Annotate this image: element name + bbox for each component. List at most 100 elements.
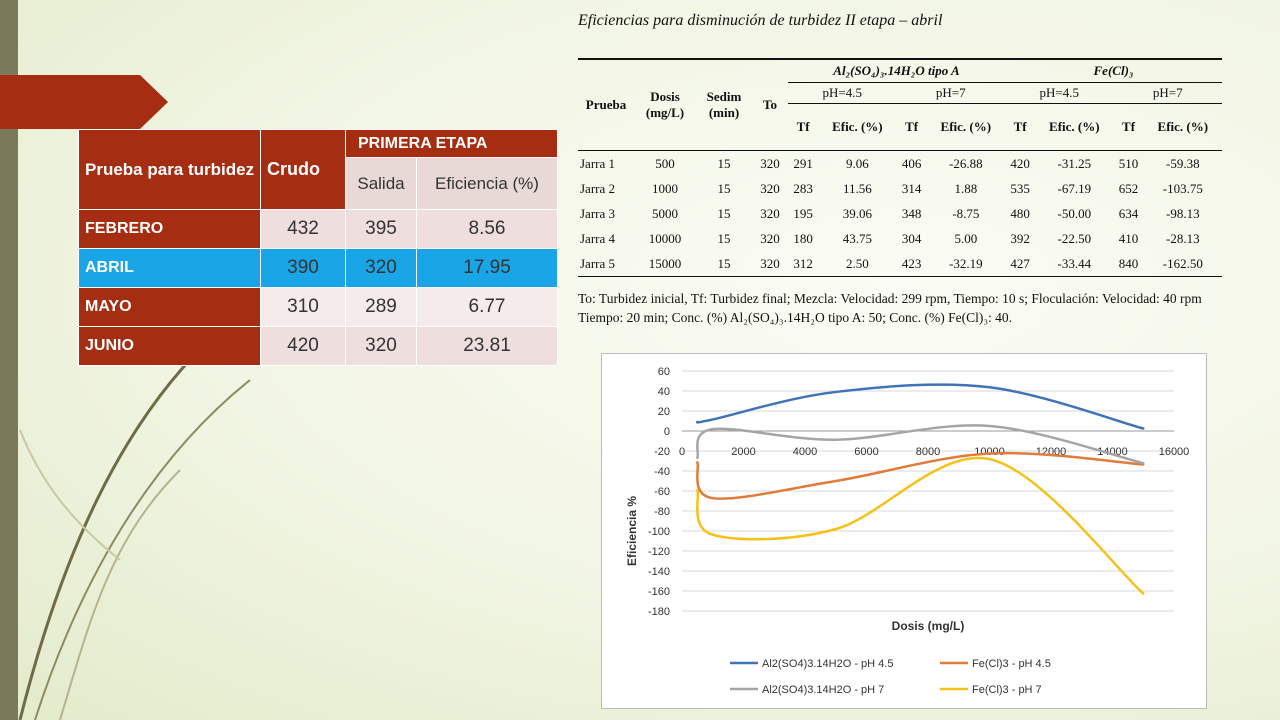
header-ph: pH=7 <box>1113 82 1222 104</box>
table-cell: 283 <box>793 180 813 196</box>
table-cell: 291 <box>788 150 819 176</box>
salida-value: 320 <box>345 326 417 366</box>
crudo-value: 420 <box>260 326 346 366</box>
header-salida: Salida <box>345 157 417 210</box>
x-tick-label: 4000 <box>793 446 817 458</box>
decorative-curves <box>18 328 251 720</box>
y-tick-label: -80 <box>654 506 670 518</box>
efficiency-table: Prueba Dosis (mg/L) Sedim (min) To Al₂(S… <box>578 58 1222 277</box>
table-cell: 39.06 <box>842 205 872 221</box>
table-cell: -98.13 <box>1166 205 1200 221</box>
header-sedim: Sedim (min) <box>696 58 752 151</box>
row-label: FEBRERO <box>78 209 261 249</box>
table-cell: 320 <box>760 205 780 221</box>
y-axis-title: Eficiencia % <box>625 496 639 566</box>
header-tf: Tf <box>896 103 927 151</box>
y-tick-label: -180 <box>648 606 670 618</box>
eficiencia-value: 17.95 <box>416 248 558 288</box>
table-footnote: To: Turbidez inicial, Tf: Turbidez final… <box>578 291 1202 325</box>
eficiencia-value: 23.81 <box>416 326 558 366</box>
y-tick-label: -160 <box>648 586 670 598</box>
x-tick-label: 14000 <box>1097 446 1128 458</box>
header-dosis: Dosis (mg/L) <box>634 58 696 151</box>
table-cell: 9.06 <box>818 150 897 176</box>
table-cell: 634 <box>1118 205 1139 221</box>
header-crudo: Crudo <box>260 129 346 210</box>
y-tick-label: 20 <box>658 406 670 418</box>
crudo-value: 310 <box>260 287 346 327</box>
efficiency-table-title: Eficiencias para disminución de turbidez… <box>578 12 943 29</box>
table-cell: 423 <box>896 251 927 277</box>
legend-label: Fe(Cl)3 - pH 4.5 <box>972 658 1051 670</box>
table-cell: -22.50 <box>1057 230 1092 246</box>
table-cell: 15 <box>717 205 731 221</box>
header-efic: Efic. (%) <box>1035 103 1114 151</box>
table-cell: Jarra 2 <box>580 180 616 196</box>
table-cell: 180 <box>793 230 813 246</box>
table-cell: 304 <box>901 230 922 246</box>
salida-value: 320 <box>345 248 417 288</box>
header-to: To <box>752 58 788 151</box>
table-cell: Jarra 5 <box>578 251 634 277</box>
crudo-value: 390 <box>260 248 346 288</box>
table-cell: -28.13 <box>1166 230 1200 246</box>
table-cell: 406 <box>896 150 927 176</box>
table-cell: 420 <box>1004 150 1036 176</box>
row-label: ABRIL <box>78 248 261 288</box>
y-tick-label: -60 <box>654 486 670 498</box>
table-cell: Jarra 3 <box>580 205 616 221</box>
header-fe-coagulant: Fe(Cl)₃ <box>1004 58 1222 83</box>
y-tick-label: -100 <box>648 526 670 538</box>
table-cell: 312 <box>788 251 819 277</box>
table-cell: 43.75 <box>842 230 872 246</box>
table-cell: 15 <box>696 150 752 176</box>
header-tf: Tf <box>1004 103 1036 151</box>
table-row: Jarra 4 10000 15 320 180 43.75 304 5.00 392 -22.5… <box>578 226 1222 251</box>
left-accent-bar <box>0 0 18 720</box>
y-tick-label: -120 <box>648 546 670 558</box>
table-cell: 10000 <box>648 230 682 246</box>
table-cell: 320 <box>752 150 788 176</box>
salida-value: 289 <box>345 287 417 327</box>
header-tf: Tf <box>788 103 819 151</box>
table-cell: -59.38 <box>1143 150 1222 176</box>
table-cell: 15 <box>696 251 752 277</box>
title-arrow-tab <box>0 75 168 129</box>
table-cell: 1000 <box>652 180 678 196</box>
table-cell: 5.00 <box>954 230 978 246</box>
table-cell: Jarra 1 <box>578 150 634 176</box>
x-tick-label: 0 <box>679 446 685 458</box>
table-cell: 2.50 <box>818 251 897 277</box>
legend-label: Fe(Cl)3 - pH 7 <box>972 684 1042 696</box>
table-cell: -8.75 <box>952 205 980 221</box>
table-cell: 320 <box>760 230 780 246</box>
table-cell: -67.19 <box>1057 180 1092 196</box>
table-cell: 11.56 <box>842 180 872 196</box>
table-cell: -31.25 <box>1035 150 1114 176</box>
table-row: Jarra 3 5000 15 320 195 39.06 348 -8.75 480 -50.0… <box>578 201 1222 226</box>
header-ph: pH=4.5 <box>1004 82 1114 104</box>
legend-label: Al2(SO4)3.14H2O - pH 7 <box>762 684 884 696</box>
x-axis-title: Dosis (mg/L) <box>892 619 965 633</box>
table-cell: 15000 <box>634 251 696 277</box>
row-label: MAYO <box>78 287 261 327</box>
table-cell: 1.88 <box>954 180 978 196</box>
table-cell: 15 <box>717 180 731 196</box>
header-ph: pH=4.5 <box>788 82 897 104</box>
table-cell: 392 <box>1010 230 1030 246</box>
table-cell: -50.00 <box>1057 205 1092 221</box>
header-efic: Efic. (%) <box>926 103 1005 151</box>
table-row: Jarra 1 500 15 320 291 9.06 406 -26.88 420 -31.25… <box>578 150 1222 176</box>
table-cell: -33.44 <box>1035 251 1114 277</box>
table-row: MAYO 310 289 6.77 <box>78 287 558 327</box>
table-row: Jarra 5 15000 15 320 312 2.50 423 -32.19 427 -33.… <box>578 251 1222 277</box>
x-tick-label: 16000 <box>1159 446 1190 458</box>
turbidity-summary-table: Prueba para turbidez Crudo PRIMERA ETAPA… <box>78 129 558 366</box>
header-ph: pH=7 <box>896 82 1005 104</box>
table-cell: 410 <box>1118 230 1139 246</box>
chart-svg: 60 40 20 0 -20 -40 -60 -80 -100 -120 -140 -160 -180 0… <box>625 366 1190 696</box>
table-cell: 500 <box>634 150 696 176</box>
table-cell: 427 <box>1004 251 1036 277</box>
y-tick-label: -140 <box>648 566 670 578</box>
header-eficiencia: Eficiencia (%) <box>416 157 558 210</box>
